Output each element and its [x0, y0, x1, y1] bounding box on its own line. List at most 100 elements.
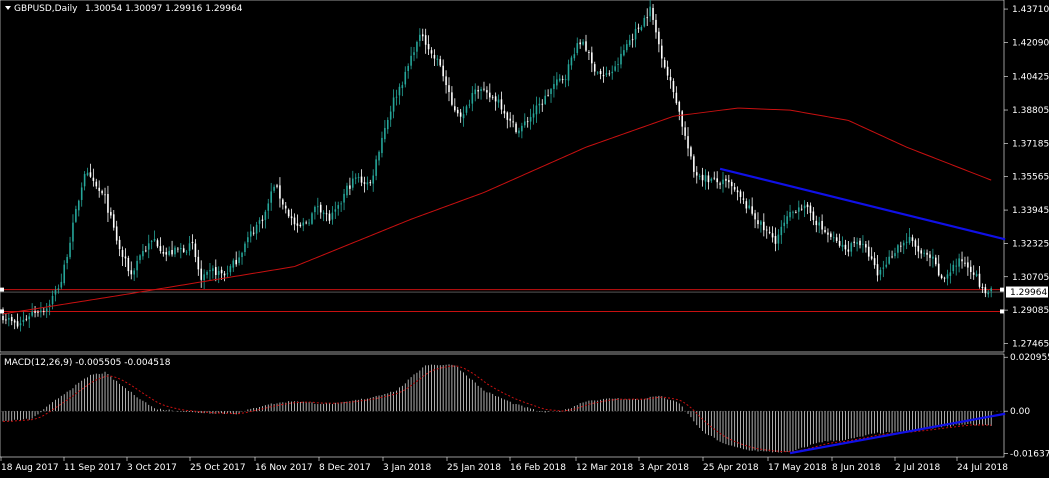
candle-up: [343, 193, 345, 203]
candle-up: [407, 65, 409, 71]
candle-down: [290, 216, 293, 219]
candle-down: [967, 262, 969, 268]
level-handle-left[interactable]: [0, 287, 4, 292]
symbol-label: GBPUSD,Daily: [14, 4, 78, 14]
candle-up: [605, 73, 608, 75]
candle-up: [384, 127, 386, 140]
macd-label: MACD(12,26,9) -0.005505 -0.004518: [4, 358, 171, 368]
candle-down: [631, 39, 634, 41]
price-tick-label: 1.29085: [1012, 306, 1049, 316]
candle-down: [5, 319, 7, 321]
candle-up: [133, 270, 135, 275]
candle-down: [491, 96, 494, 98]
candle-down: [937, 263, 940, 276]
candle-down: [838, 240, 841, 246]
candle-down: [92, 177, 95, 181]
candle-down: [876, 264, 879, 276]
level-handle-right[interactable]: [1000, 309, 1004, 314]
price-tick-label: 1.32325: [1012, 239, 1049, 249]
candle-up: [634, 28, 637, 40]
candle-up: [564, 79, 567, 80]
candle-down: [477, 90, 479, 92]
candle-down: [961, 259, 963, 262]
macd-tick-label: 0.00: [1010, 407, 1030, 417]
candle-up: [334, 209, 337, 212]
candle-down: [503, 110, 506, 114]
candle-down: [526, 121, 529, 123]
candle-down: [512, 121, 514, 123]
ohlc-label: 1.30054 1.30097 1.29916 1.29964: [85, 4, 243, 14]
candle-down: [853, 241, 855, 243]
candle-down: [929, 254, 931, 258]
candle-up: [314, 206, 316, 213]
candle-down: [795, 211, 797, 213]
candle-down: [591, 52, 593, 64]
candle-up: [722, 179, 724, 185]
candle-up: [617, 64, 619, 65]
candle-down: [940, 275, 943, 279]
candle-down: [448, 85, 450, 93]
candle-up: [532, 113, 535, 118]
candle-down: [707, 175, 710, 183]
candle-down: [684, 127, 686, 136]
candle-up: [797, 207, 800, 212]
chevron-down-icon[interactable]: [5, 6, 11, 10]
level-handle-left[interactable]: [0, 309, 4, 314]
candle-up: [54, 290, 57, 295]
candle-down: [427, 44, 430, 50]
price-tick-label: 1.27465: [1012, 339, 1049, 349]
candle-down: [16, 321, 19, 327]
candle-down: [25, 318, 28, 320]
candle-down: [279, 185, 281, 199]
macd-panel: 0.020955 0.00 -0.016377 MACD(12,26,9) -0.0…: [0, 353, 1049, 459]
candle-up: [471, 92, 474, 104]
candle-up: [792, 211, 794, 213]
candle-down: [844, 244, 847, 250]
candle-up: [908, 236, 911, 243]
current-price-tag: 1.29964: [1006, 286, 1048, 298]
candle-down: [489, 92, 491, 98]
candle-down: [98, 187, 100, 191]
candle-down: [430, 50, 433, 54]
level-handle-right[interactable]: [1000, 287, 1004, 292]
candle-down: [107, 194, 109, 213]
time-tick-label: 17 May 2018: [768, 463, 827, 473]
candle-up: [404, 71, 407, 85]
candle-up: [308, 222, 310, 224]
time-tick-label: 2 Jul 2018: [895, 463, 940, 473]
candle-up: [850, 243, 853, 252]
candle-down: [917, 245, 920, 252]
candle-down: [37, 311, 39, 313]
candle-down: [349, 185, 351, 189]
price-tick-label: 1.42090: [1012, 38, 1049, 48]
candle-up: [354, 177, 357, 179]
price-grid: [1004, 8, 1008, 344]
candle-up: [497, 99, 500, 103]
candle-down: [235, 259, 237, 265]
candle-up: [398, 86, 401, 96]
candle-down: [121, 250, 124, 257]
candle-down: [725, 178, 727, 181]
candle-down: [276, 185, 278, 187]
candle-up: [57, 288, 60, 290]
candle-down: [445, 76, 447, 86]
candle-down: [964, 262, 966, 264]
candle-up: [946, 274, 949, 279]
candle-down: [736, 190, 739, 193]
candle-down: [220, 269, 223, 274]
candle-down: [652, 7, 654, 20]
candle-up: [8, 318, 10, 320]
candle-down: [602, 75, 605, 77]
candle-up: [894, 253, 896, 257]
candle-up: [136, 260, 138, 271]
candle-up: [188, 243, 191, 251]
candle-down: [194, 243, 197, 258]
candle-up: [704, 175, 707, 182]
candle-up: [217, 271, 220, 275]
candle-up: [28, 316, 31, 320]
candle-down: [214, 267, 217, 275]
candle-down: [646, 17, 649, 19]
candle-down: [669, 77, 672, 81]
candle-down: [110, 211, 112, 216]
